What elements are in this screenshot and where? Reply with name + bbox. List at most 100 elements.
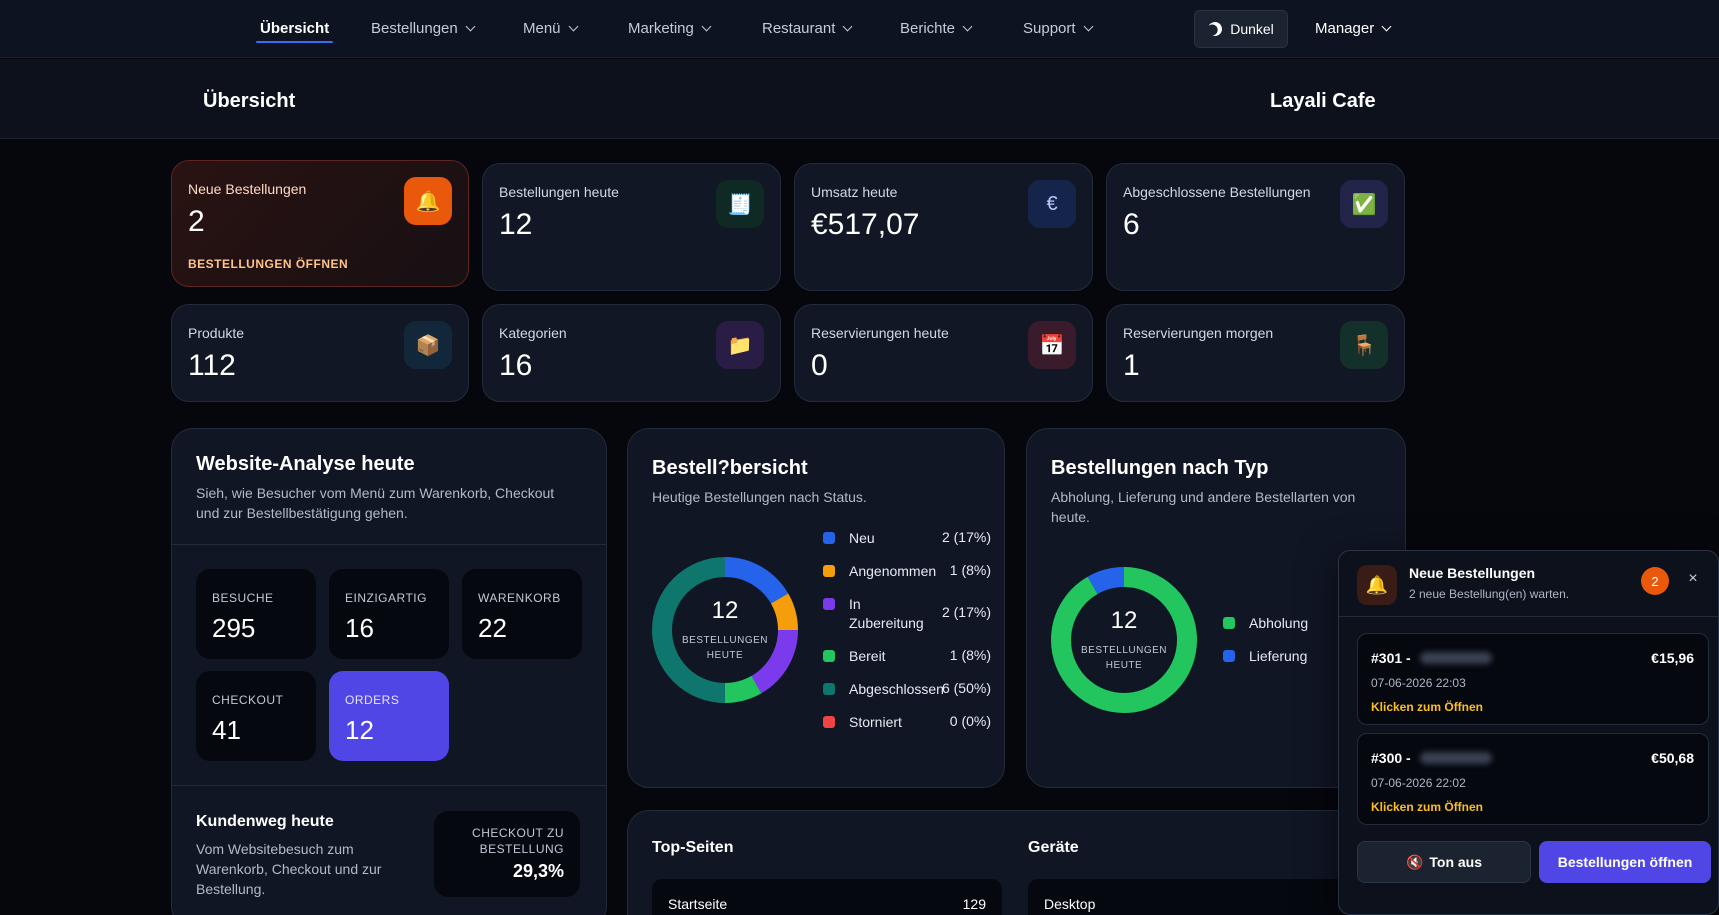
legend-label: Angenommen bbox=[849, 563, 937, 579]
stat-value: 6 bbox=[1123, 208, 1140, 241]
legend-item-lieferung: Lieferung1 bbox=[1223, 647, 1391, 666]
legend-item-angenommen: Angenommen 1 (8%) bbox=[823, 562, 991, 581]
restaurant-name: Layali Cafe bbox=[1270, 90, 1376, 112]
page-header: Übersicht Layali Cafe bbox=[0, 59, 1719, 139]
stat-card-revenue-today[interactable]: Umsatz heute €517,07 € bbox=[794, 163, 1093, 291]
legend-label: Lieferung bbox=[1249, 648, 1308, 664]
stat-card-reservations-tomorrow[interactable]: Reservierungen morgen 1 🪑 bbox=[1106, 304, 1405, 402]
close-icon[interactable]: × bbox=[1688, 570, 1698, 587]
metric-value: 41 bbox=[212, 715, 241, 745]
panel-title: Website-Analyse heute bbox=[196, 453, 415, 475]
metric-unique: EINZIGARTIG 16 bbox=[329, 569, 449, 659]
list-item-value: 129 bbox=[962, 896, 986, 912]
nav-item-label: Bestellungen bbox=[371, 20, 458, 37]
stat-card-new-orders[interactable]: Neue Bestellungen 2 BESTELLUNGEN ÖFFNEN … bbox=[171, 160, 469, 287]
nav-item-label: Restaurant bbox=[762, 20, 836, 37]
stat-label: Abgeschlossene Bestellungen bbox=[1123, 184, 1311, 200]
top-pages-title: Top-Seiten bbox=[652, 839, 734, 856]
order-card[interactable]: #300 - €50,68 07-06-2026 22:02 Klicken z… bbox=[1357, 733, 1709, 825]
donut-slice-angenommen bbox=[652, 557, 798, 703]
donut-center-value: 12 bbox=[711, 597, 739, 624]
nav-item-marketing[interactable]: Marketing bbox=[628, 20, 712, 37]
legend-value: 2 (17%) bbox=[941, 529, 991, 545]
nav-item-menu[interactable]: Menü bbox=[523, 20, 578, 37]
nav-item-berichte[interactable]: Berichte bbox=[900, 20, 973, 37]
legend-item-bereit: Bereit 1 (8%) bbox=[823, 647, 991, 666]
traffic-panel: Top-Seiten Geräte Startseite 129 Desktop… bbox=[627, 810, 1406, 915]
legend-value: 6 (50%) bbox=[941, 680, 991, 696]
stat-card-reservations-today[interactable]: Reservierungen heute 0 📅 bbox=[794, 304, 1093, 402]
legend-swatch bbox=[1223, 617, 1235, 629]
legend-swatch bbox=[823, 532, 835, 544]
donut-slice-abgeschlossen bbox=[652, 557, 798, 703]
bell-icon: 🔔 bbox=[1357, 565, 1397, 605]
legend-label: Neu bbox=[849, 530, 875, 546]
stat-card-categories[interactable]: Kategorien 16 📁 bbox=[482, 304, 781, 402]
divider bbox=[172, 544, 606, 545]
divider bbox=[1339, 616, 1719, 617]
conversion-value: 29,3% bbox=[512, 861, 564, 881]
stat-card-completed-orders[interactable]: Abgeschlossene Bestellungen 6 ✅ bbox=[1106, 163, 1405, 291]
nav-item-support[interactable]: Support bbox=[1023, 20, 1093, 37]
order-date: 07-06-2026 22:02 bbox=[1371, 776, 1466, 790]
divider bbox=[172, 785, 606, 786]
metric-value: 16 bbox=[345, 613, 374, 643]
legend-swatch bbox=[823, 716, 835, 728]
metric-label: BESUCHE bbox=[212, 591, 274, 605]
metric-visits: BESUCHE 295 bbox=[196, 569, 316, 659]
legend-value: 1 (8%) bbox=[949, 647, 991, 663]
stat-card-products[interactable]: Produkte 112 📦 bbox=[171, 304, 469, 402]
legend-label: Abholung bbox=[1249, 615, 1309, 631]
folder-icon: 📁 bbox=[716, 321, 764, 369]
nav-item-uebersicht[interactable]: Übersicht bbox=[255, 20, 334, 43]
nav-item-label: Übersicht bbox=[260, 20, 330, 37]
order-open-link[interactable]: Klicken zum Öffnen bbox=[1371, 800, 1484, 814]
stat-label: Umsatz heute bbox=[811, 184, 898, 200]
theme-toggle-button[interactable]: Dunkel bbox=[1194, 10, 1288, 48]
stat-value: 12 bbox=[499, 208, 533, 241]
donut-center-label: BESTELLUNGEN HEUTE bbox=[1080, 645, 1168, 671]
type-donut-chart bbox=[1051, 567, 1197, 713]
open-orders-button[interactable]: Bestellungen öffnen bbox=[1539, 841, 1711, 883]
legend-item-abholung: Abholung11 bbox=[1223, 614, 1391, 633]
metric-label: CHECKOUT bbox=[212, 693, 284, 707]
conversion-label: CHECKOUT ZU BESTELLUNG bbox=[472, 826, 564, 856]
panel-subtitle: Abholung, Lieferung und andere Bestellar… bbox=[1051, 489, 1356, 525]
legend-value: 0 (0%) bbox=[949, 713, 991, 729]
devices-title: Geräte bbox=[1028, 839, 1079, 856]
legend-swatch bbox=[823, 683, 835, 695]
nav-item-restaurant[interactable]: Restaurant bbox=[762, 20, 853, 37]
conversion-box: CHECKOUT ZU BESTELLUNG 29,3% bbox=[434, 811, 580, 897]
donut-slice-abholung bbox=[1051, 567, 1197, 713]
list-item: Desktop 255 bbox=[1028, 879, 1378, 915]
stat-value: 0 bbox=[811, 349, 828, 382]
order-open-link[interactable]: Klicken zum Öffnen bbox=[1371, 700, 1484, 714]
order-id: #301 - bbox=[1371, 650, 1411, 666]
legend-label: Bereit bbox=[849, 648, 886, 664]
notification-subtitle: 2 neue Bestellung(en) warten. bbox=[1409, 587, 1570, 601]
order-card[interactable]: #301 - €15,96 07-06-2026 22:03 Klicken z… bbox=[1357, 633, 1709, 725]
metric-value: 295 bbox=[212, 613, 256, 643]
stat-value: €517,07 bbox=[811, 208, 920, 241]
metric-value: 22 bbox=[478, 613, 507, 643]
blurred-customer-name bbox=[1420, 652, 1492, 664]
user-menu[interactable]: Manager bbox=[1315, 20, 1392, 37]
donut-slice-bereit bbox=[652, 557, 798, 703]
donut-slice-lieferung bbox=[1051, 567, 1197, 713]
mute-sound-button[interactable]: 🔇 Ton aus bbox=[1357, 841, 1531, 883]
chevron-down-icon bbox=[1381, 21, 1392, 32]
legend-label: Abgeschlossen bbox=[849, 681, 944, 697]
metric-orders: ORDERS 12 bbox=[329, 671, 449, 761]
nav-item-bestellungen[interactable]: Bestellungen bbox=[371, 20, 476, 37]
panel-subtitle: Heutige Bestellungen nach Status. bbox=[652, 489, 867, 505]
legend-swatch bbox=[823, 565, 835, 577]
new-orders-notification: 🔔 Neue Bestellungen 2 neue Bestellung(en… bbox=[1338, 550, 1719, 915]
journey-title: Kundenweg heute bbox=[196, 813, 334, 830]
stat-card-orders-today[interactable]: Bestellungen heute 12 🧾 bbox=[482, 163, 781, 291]
open-orders-link[interactable]: BESTELLUNGEN ÖFFNEN bbox=[188, 257, 349, 271]
metric-value: 12 bbox=[345, 715, 374, 745]
moon-icon bbox=[1206, 20, 1224, 38]
metric-label: EINZIGARTIG bbox=[345, 591, 427, 605]
donut-center-label: BESTELLUNGEN HEUTE bbox=[681, 635, 769, 661]
notification-title: Neue Bestellungen bbox=[1409, 565, 1536, 581]
